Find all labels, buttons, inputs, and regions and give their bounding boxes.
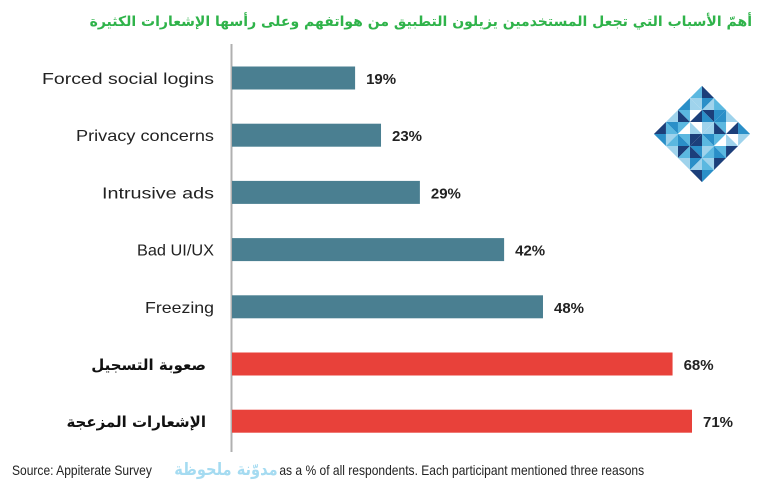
source-note: Source: Appiterate Survey <box>12 462 152 478</box>
bar <box>232 180 420 204</box>
value-label: 71% <box>703 414 733 431</box>
category-label: Bad UI/UX <box>137 243 214 260</box>
category-label: Forced social logins <box>42 71 214 88</box>
value-label: 23% <box>392 128 422 145</box>
chart-footer: Source: Appiterate Survey مدوّنة ملحوظة as… <box>12 460 644 480</box>
category-label: Intrusive ads <box>102 185 214 202</box>
logo-triangle <box>689 121 702 134</box>
bar <box>232 409 692 433</box>
value-label: 29% <box>431 185 461 202</box>
bar <box>232 295 543 319</box>
category-label: صعوبة التسجيل <box>91 356 206 374</box>
watermark: مدوّنة ملحوظة <box>174 460 278 480</box>
value-label: 42% <box>515 243 545 260</box>
bar <box>232 352 673 376</box>
category-label: Freezing <box>145 300 214 317</box>
bar <box>232 238 505 262</box>
footnote: as a % of all respondents. Each particip… <box>279 462 645 478</box>
chart-title: أهمّ الأسباب التي تجعل المستخدمين يزيلون… <box>89 14 752 30</box>
logo-triangle <box>714 146 727 159</box>
category-label: Privacy concerns <box>76 128 214 145</box>
bar <box>232 123 382 147</box>
logo-triangle <box>702 134 715 147</box>
category-label: الإشعارات المزعجة <box>66 413 206 431</box>
value-label: 19% <box>366 71 396 88</box>
value-label: 48% <box>554 300 584 317</box>
value-label: 68% <box>684 357 714 374</box>
logo-triangle <box>677 109 690 122</box>
logo <box>652 84 752 184</box>
bar <box>232 66 356 90</box>
